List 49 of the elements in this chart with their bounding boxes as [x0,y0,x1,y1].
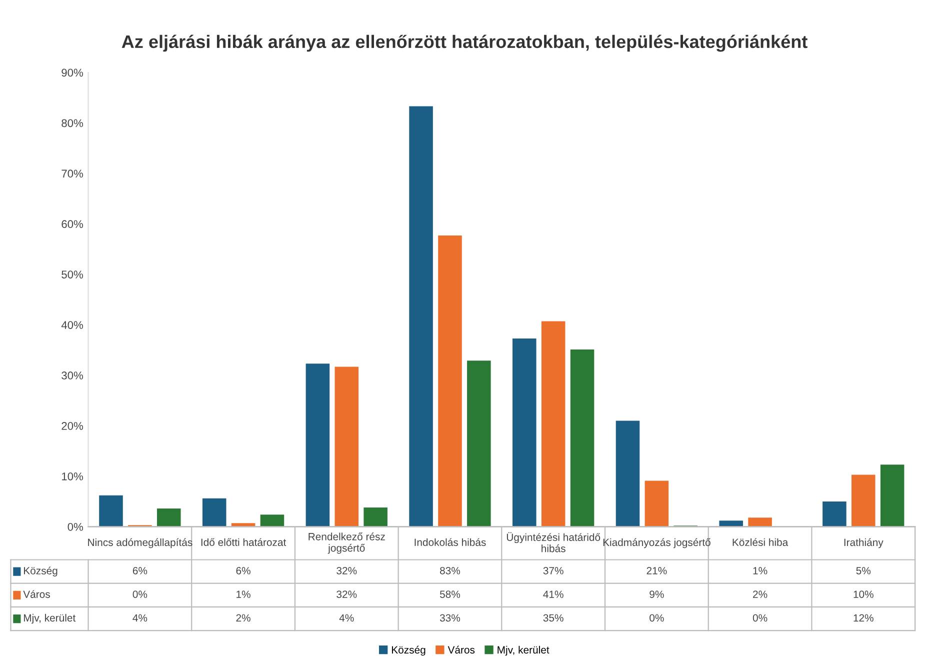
x-tick-label: Rendelkező rész jogsértő [308,532,385,554]
legend-label: Város [23,590,50,598]
data-label: 6% [132,566,148,574]
data-label: 21% [646,566,667,574]
data-label: 32% [336,566,357,574]
x-tick-label: Nincs adómegállapítás [88,538,192,548]
x-tick-label: Indokolás hibás [414,538,486,546]
data-label: 1% [753,567,768,574]
data-label: 37% [543,566,564,574]
x-tick-label: Közlési hiba [732,538,788,546]
data-label: 1% [236,590,250,598]
y-tick-label: 60% [62,220,83,228]
data-label: 32% [336,590,357,598]
text: Mjv, kerület [24,614,76,624]
data-label: 83% [440,566,460,574]
data-label: 58% [440,590,460,598]
data-label: 4% [339,614,354,622]
data-label: 6% [236,566,250,574]
y-tick-label: 80% [62,119,83,128]
data-label: 35% [543,614,564,622]
y-tick-label: 40% [61,321,83,329]
y-tick-label: 30% [62,372,83,380]
x-tick-label: Kiadmányozás jogsértő [603,538,710,548]
y-tick-label: 70% [62,170,83,178]
data-label: 2% [236,614,250,622]
y-tick-label: 20% [62,422,83,430]
data-label: 33% [440,614,460,622]
y-tick-label: 10% [62,472,83,480]
data-label: 4% [132,614,148,622]
data-label: 5% [856,567,871,574]
x-tick-label: Irathiány [844,538,884,548]
x-tick-label: Ügyintézési határidő hibás [506,532,600,552]
y-tick-label: 90% [62,68,83,77]
data-label: 2% [753,590,768,598]
data-label: 9% [650,590,664,598]
y-tick-label: 50% [62,270,83,278]
legend-label: Község [24,566,58,576]
data-label: 12% [854,614,874,622]
data-label: 10% [854,590,874,598]
data-label: 41% [543,590,564,598]
text: Város [448,646,475,654]
x-tick-label: Idő előtti határozat [201,538,286,546]
legend-label: Mjv, kerület [498,646,550,656]
data-label: 0% [650,614,664,622]
data-label: 0% [752,614,768,622]
data-label: 0% [132,590,148,598]
y-tick-label: 0% [68,522,83,531]
text: Község [392,646,426,656]
chart-title: Az eljárási hibák aránya az ellenőrzött határozatokban, település-kategóriánként [122,34,808,52]
